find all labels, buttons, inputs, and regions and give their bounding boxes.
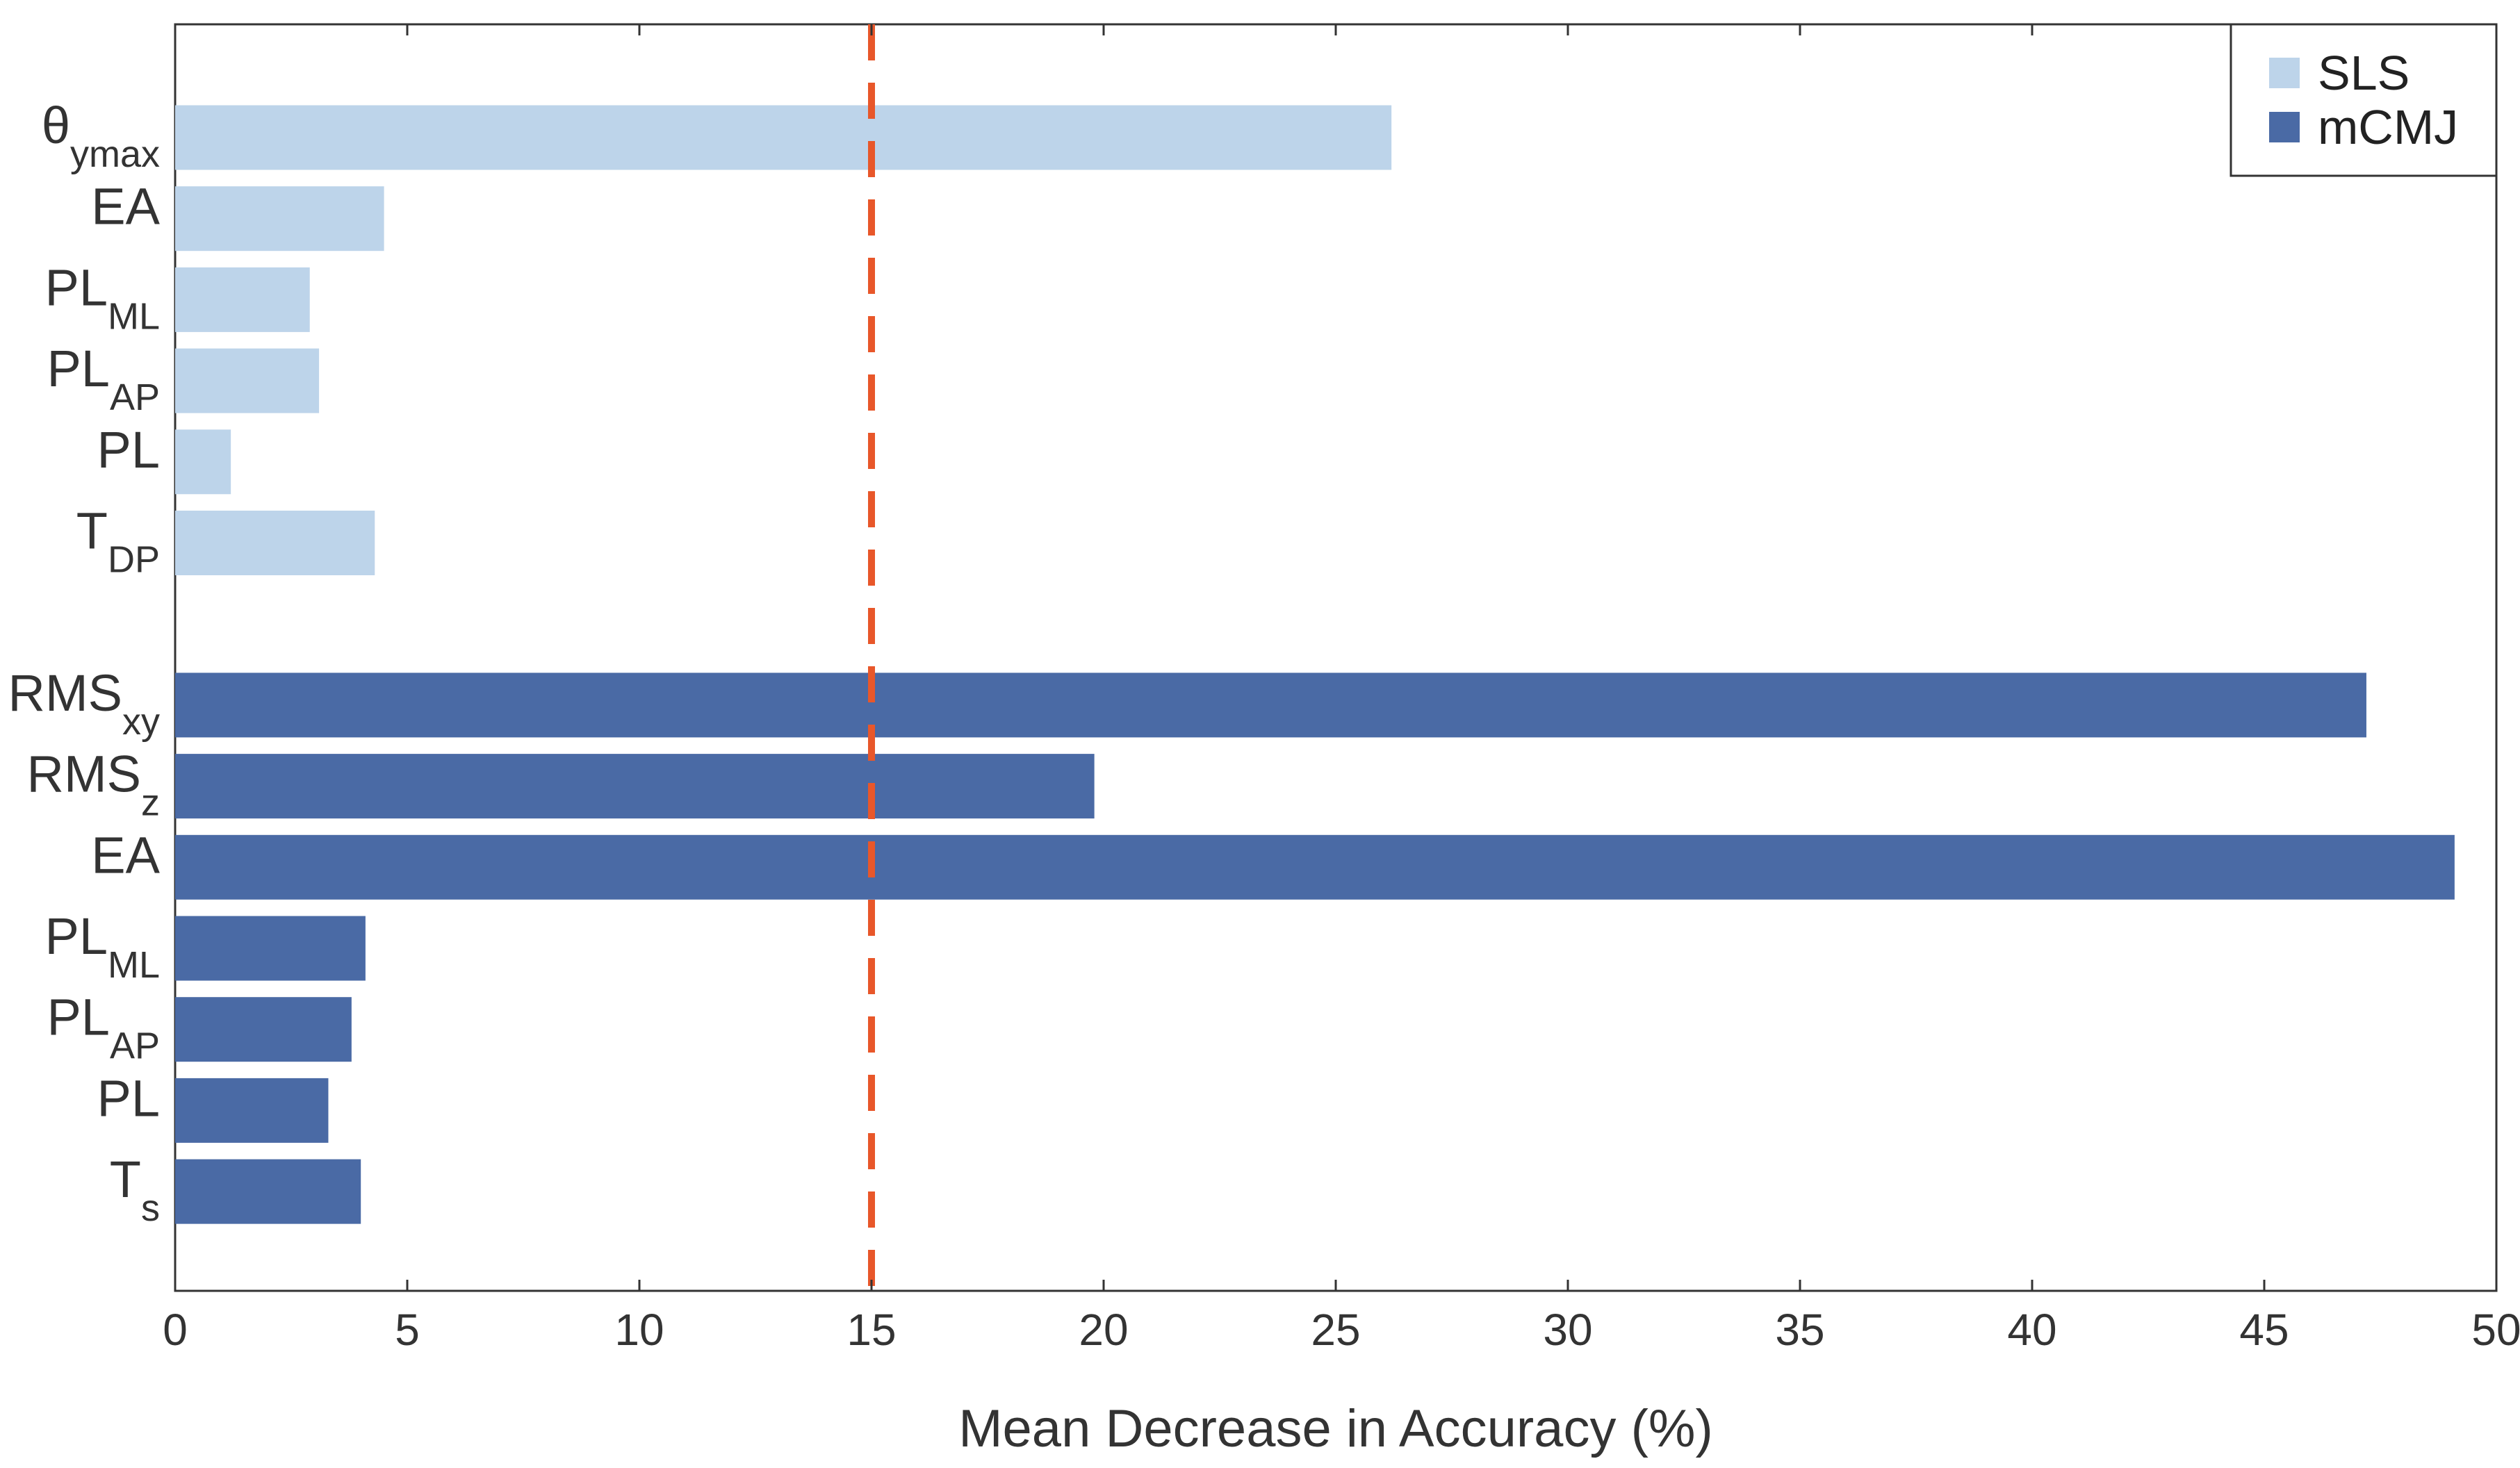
category-label-sls-1: θymax bbox=[42, 97, 160, 175]
bar-sls-6 bbox=[175, 511, 375, 575]
bar-sls-5 bbox=[175, 429, 231, 495]
category-label-sls-4: PLAP bbox=[47, 340, 160, 418]
category-label-mcmj-6: PL bbox=[97, 1069, 160, 1127]
category-label-mcmj-2: RMSz bbox=[27, 745, 160, 824]
category-label-mcmj-1: RMSxy bbox=[8, 664, 160, 743]
bar-mcmj-2 bbox=[175, 754, 1095, 819]
x-tick-label-0: 0 bbox=[163, 1305, 188, 1355]
x-tick-label-20: 20 bbox=[1079, 1305, 1128, 1355]
x-tick-label-25: 25 bbox=[1311, 1305, 1360, 1355]
category-label-sls-2: EA bbox=[91, 178, 160, 236]
category-label-sls-5: PL bbox=[97, 421, 160, 479]
bar-mcmj-1 bbox=[175, 673, 2366, 738]
x-axis-title: Mean Decrease in Accuracy (%) bbox=[958, 1399, 1713, 1458]
category-label-mcmj-7: Ts bbox=[110, 1151, 160, 1229]
category-label-mcmj-5: PLAP bbox=[47, 989, 160, 1067]
bar-sls-4 bbox=[175, 348, 320, 413]
x-tick-label-45: 45 bbox=[2239, 1305, 2289, 1355]
legend-swatch-mcmj bbox=[2269, 112, 2300, 142]
category-label-sls-3: PLML bbox=[44, 258, 160, 337]
plot-frame bbox=[174, 23, 2498, 1292]
bar-mcmj-5 bbox=[175, 997, 352, 1062]
category-label-sls-6: TDP bbox=[76, 502, 160, 581]
category-label-mcmj-3: EA bbox=[91, 826, 160, 884]
bar-mcmj-4 bbox=[175, 916, 366, 981]
x-tick-label-35: 35 bbox=[1775, 1305, 1824, 1355]
legend-box bbox=[2229, 23, 2498, 177]
bar-mcmj-7 bbox=[175, 1159, 361, 1224]
bar-mcmj-3 bbox=[175, 834, 2455, 900]
bar-sls-2 bbox=[175, 186, 384, 251]
legend-swatch-sls bbox=[2269, 58, 2300, 88]
legend-label-sls: SLS bbox=[2318, 46, 2409, 100]
x-tick-label-15: 15 bbox=[846, 1305, 896, 1355]
category-label-mcmj-4: PLML bbox=[44, 907, 160, 986]
x-tick-label-10: 10 bbox=[614, 1305, 664, 1355]
x-tick-label-5: 5 bbox=[395, 1305, 420, 1355]
bar-sls-1 bbox=[175, 105, 1392, 170]
x-tick-label-40: 40 bbox=[2007, 1305, 2056, 1355]
legend-label-mcmj: mCMJ bbox=[2318, 100, 2458, 154]
bar-sls-3 bbox=[175, 267, 310, 332]
bar-mcmj-6 bbox=[175, 1078, 329, 1143]
x-tick-label-30: 30 bbox=[1543, 1305, 1592, 1355]
x-tick-label-50: 50 bbox=[2471, 1305, 2520, 1355]
